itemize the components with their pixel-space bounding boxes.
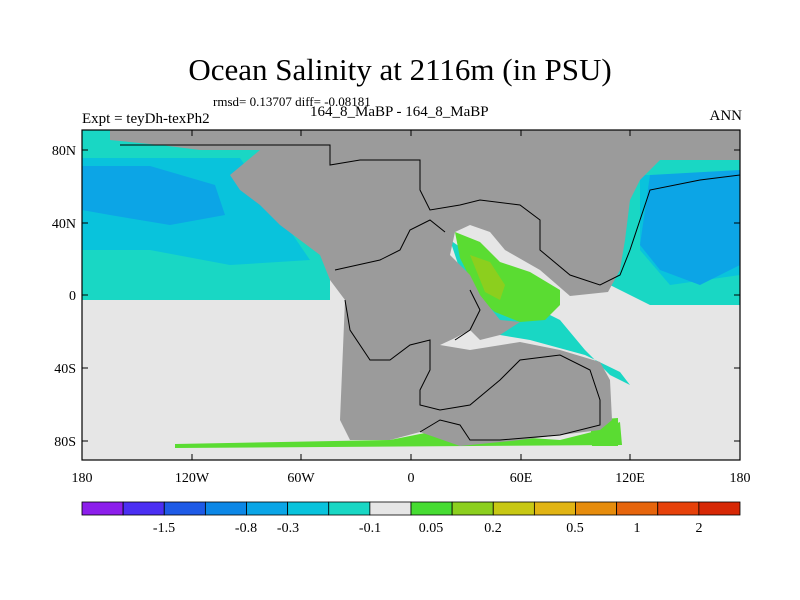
colorbar-swatch: [81, 501, 124, 516]
colorbar-label: 0.2: [484, 521, 502, 536]
map-field: [82, 130, 740, 460]
colorbar-swatch: [533, 501, 576, 516]
colorbar-swatch: [328, 501, 371, 516]
lon-label-180w: 180: [72, 471, 93, 486]
colorbar-swatch: [410, 501, 453, 516]
lat-label-40n: 40N: [52, 217, 76, 232]
colorbar-swatch: [657, 501, 700, 516]
land-pangaea: [110, 130, 740, 446]
colorbar-swatch: [122, 501, 165, 516]
chart-title: Ocean Salinity at 2116m (in PSU): [188, 52, 612, 87]
lon-label-120e: 120E: [615, 471, 645, 486]
colorbar-label: 1: [634, 521, 641, 536]
lon-label-120w: 120W: [175, 471, 210, 486]
lat-label-80s: 80S: [54, 435, 76, 450]
ocean-blue-east: [640, 170, 740, 285]
ocean-blue-west: [82, 166, 225, 225]
colorbar-labels: -1.5 -0.8 -0.3 -0.1 0.05 0.2 0.5 1 2: [153, 521, 703, 536]
lon-label-60w: 60W: [287, 471, 315, 486]
coastline-outline: [120, 144, 740, 441]
comparison-label: 164_8_MaBP - 164_8_MaBP: [310, 104, 489, 120]
ocean-green-south-strip: [175, 422, 622, 448]
lat-label-0: 0: [69, 289, 76, 304]
colorbar-swatch: [369, 501, 412, 516]
stats-line: rmsd= 0.13707 diff= -0.08181: [213, 94, 371, 109]
lat-tick-marks: [82, 149, 740, 442]
lon-label-180e: 180: [730, 471, 751, 486]
colorbar-swatch: [492, 501, 535, 516]
lon-label-0: 0: [408, 471, 415, 486]
lat-label-80n: 80N: [52, 144, 76, 159]
colorbar-label: 0.05: [419, 521, 444, 536]
ocean-yellowgreen-tethys: [470, 255, 505, 300]
colorbar-swatch: [451, 501, 494, 516]
lon-label-60e: 60E: [510, 471, 533, 486]
colorbar-label: -1.5: [153, 521, 175, 536]
colorbar-label: -0.3: [277, 521, 299, 536]
colorbar-swatch: [287, 501, 330, 516]
colorbar-label: 2: [696, 521, 703, 536]
season-label: ANN: [709, 108, 743, 124]
experiment-label: Expt = teyDh-texPh2: [82, 111, 210, 127]
colorbar-label: -0.8: [235, 521, 257, 536]
colorbar-swatch: [616, 501, 659, 516]
colorbar-swatch: [575, 501, 618, 516]
colorbar-swatch: [246, 501, 289, 516]
colorbar-label: -0.1: [359, 521, 381, 536]
lon-tick-marks: [81, 130, 741, 460]
colorbar-swatch: [163, 501, 206, 516]
colorbar-label: 0.5: [566, 521, 584, 536]
land-north-patch: [215, 130, 260, 145]
colorbar-swatch: [698, 501, 741, 516]
colorbar-swatch: [204, 501, 247, 516]
lat-label-40s: 40S: [54, 362, 76, 377]
colorbar: [81, 501, 741, 516]
